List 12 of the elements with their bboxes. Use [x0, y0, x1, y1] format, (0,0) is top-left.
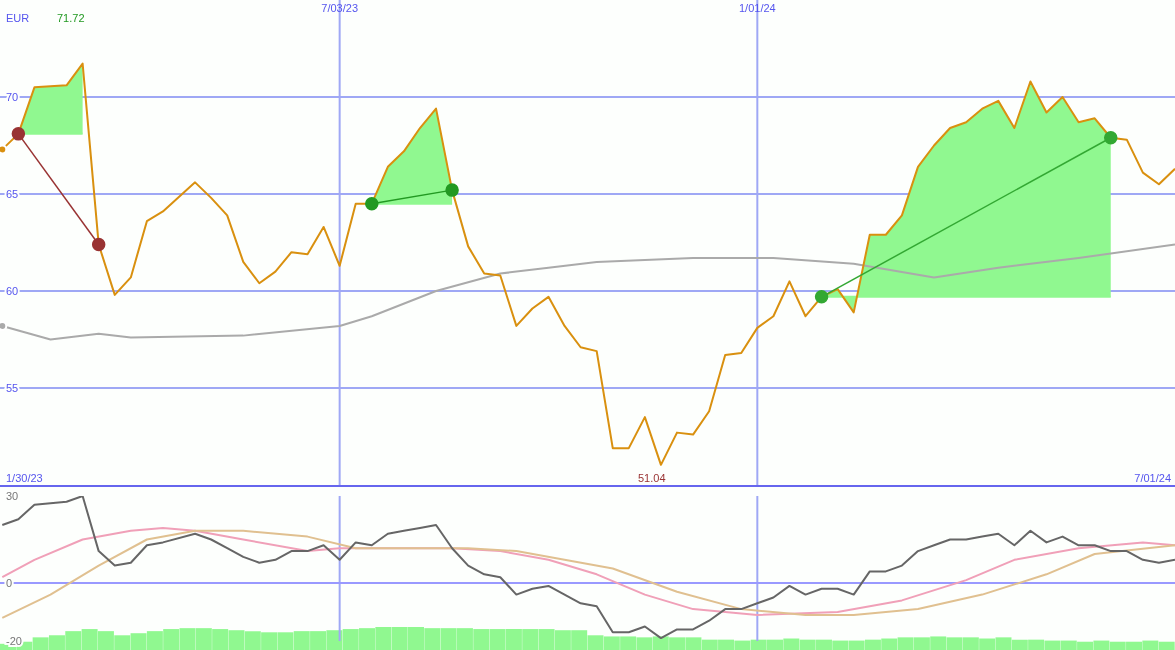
- y-tick-label: 60: [6, 284, 19, 297]
- y-tick-label: -20: [6, 634, 22, 647]
- y-tick-label: 70: [6, 90, 19, 103]
- y-tick-label: 65: [6, 187, 19, 200]
- y-axis-title: EUR: [6, 12, 30, 24]
- annotation: 71.72: [57, 12, 85, 24]
- x-tick-label: 7/03/23: [321, 1, 358, 14]
- annotation: 7/01/24: [1134, 472, 1171, 484]
- x-tick-label: 1/01/24: [738, 1, 776, 14]
- y-tick-label: 30: [6, 489, 19, 502]
- annotation: 51.04: [638, 472, 666, 484]
- annotation: 1/30/23: [6, 472, 43, 484]
